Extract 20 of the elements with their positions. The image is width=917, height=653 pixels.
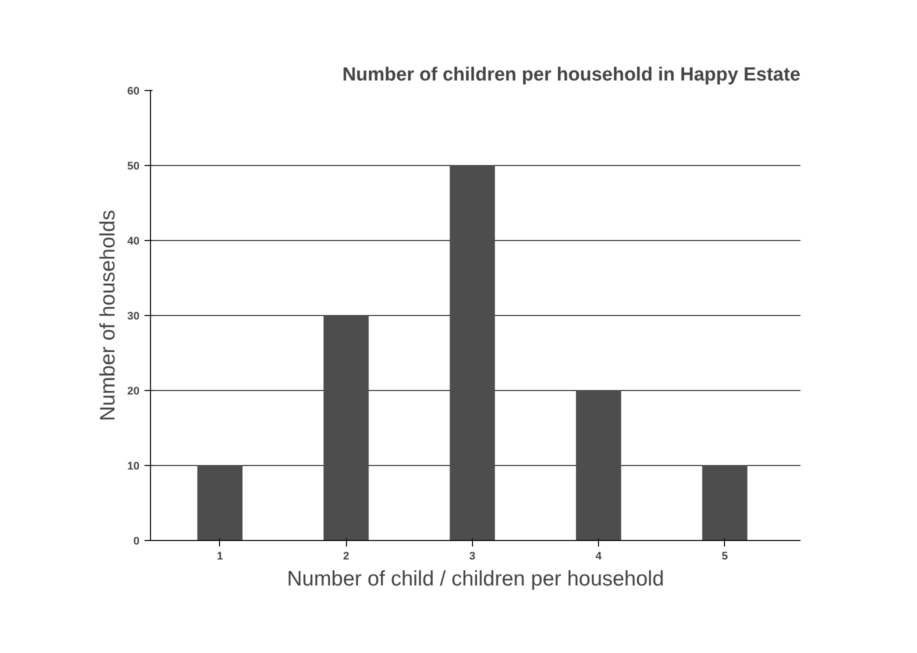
y-tick-label: 50 bbox=[127, 160, 140, 172]
x-axis-title: Number of child / children per household bbox=[286, 568, 664, 590]
x-tick-label: 5 bbox=[722, 550, 728, 562]
bar bbox=[324, 315, 369, 540]
y-tick-label: 40 bbox=[127, 236, 140, 248]
x-tick-label: 2 bbox=[343, 550, 350, 562]
bar bbox=[450, 165, 495, 540]
y-axis-title: Number of households bbox=[96, 210, 120, 422]
y-tick-label: 0 bbox=[133, 536, 140, 548]
y-tick-label: 30 bbox=[127, 310, 140, 322]
bar bbox=[576, 390, 622, 540]
x-tick-label: 1 bbox=[216, 550, 223, 562]
x-tick-label: 3 bbox=[469, 550, 476, 562]
chart-title: Number of children per household in Happy Estate bbox=[342, 64, 800, 86]
y-tick-label: 60 bbox=[127, 86, 140, 98]
y-tick-label: 20 bbox=[127, 386, 140, 398]
bar bbox=[702, 465, 748, 540]
x-tick-label: 4 bbox=[596, 550, 602, 562]
y-tick-label: 10 bbox=[127, 460, 140, 472]
bar bbox=[197, 465, 243, 540]
